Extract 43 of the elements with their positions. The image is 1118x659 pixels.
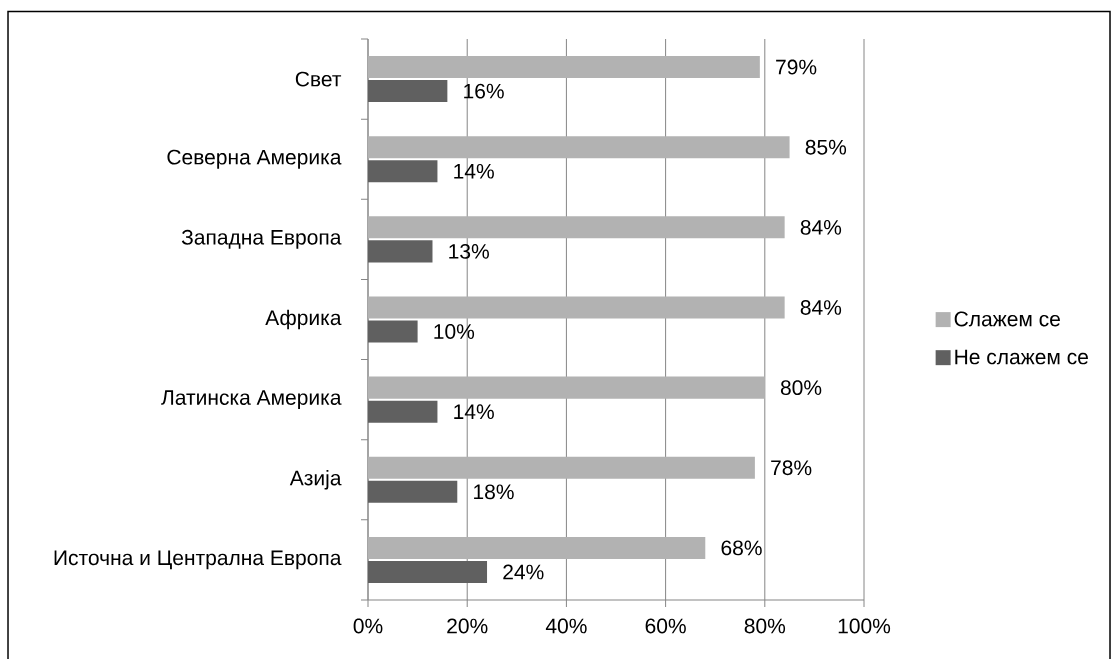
- y-tick-label: Северна Америка: [167, 149, 342, 169]
- y-tick-label: Свет: [295, 71, 342, 87]
- legend-label: Не слажем се: [955, 349, 1088, 365]
- bar: [368, 296, 785, 319]
- y-tick-label: Западна Европа: [181, 229, 342, 249]
- bar: [368, 160, 438, 183]
- y-tick-label: Латинска Америка: [161, 390, 342, 410]
- data-label: 14%: [454, 404, 494, 420]
- x-tick-label: 100%: [838, 618, 891, 634]
- data-label: 85%: [805, 139, 847, 155]
- x-tick-label: 40%: [545, 618, 587, 634]
- data-label: 84%: [800, 219, 842, 235]
- data-label: 68%: [721, 540, 762, 556]
- data-label: 18%: [474, 484, 514, 500]
- x-tick-label: 80%: [744, 618, 786, 634]
- x-tick-label: 60%: [645, 618, 686, 634]
- bar: [368, 320, 418, 343]
- bar: [368, 216, 785, 239]
- data-label: 79%: [776, 59, 817, 75]
- data-label: 84%: [800, 300, 842, 315]
- bar: [368, 80, 448, 103]
- bar: [368, 56, 760, 79]
- bar: [368, 400, 438, 423]
- bar: [368, 136, 790, 159]
- data-label: 16%: [464, 83, 504, 99]
- x-tick-label: 20%: [447, 618, 488, 634]
- legend-label: Слажем се: [954, 311, 1060, 327]
- data-label: 10%: [434, 324, 475, 339]
- bar: [368, 456, 755, 479]
- data-label: 14%: [454, 163, 494, 179]
- bar: [368, 240, 433, 263]
- bar: [368, 376, 765, 399]
- data-label: 24%: [503, 564, 544, 580]
- y-tick-label: Африка: [265, 309, 342, 330]
- data-label: 80%: [780, 380, 822, 396]
- bar: [368, 536, 706, 559]
- data-label: 13%: [449, 243, 489, 259]
- bar: [368, 560, 488, 583]
- bar: [368, 480, 458, 503]
- y-tick-label: Азија: [289, 470, 342, 490]
- x-tick-label: 0%: [353, 618, 383, 634]
- y-tick-label: Источна и Централна Европа: [54, 550, 342, 570]
- data-label: 78%: [771, 460, 812, 476]
